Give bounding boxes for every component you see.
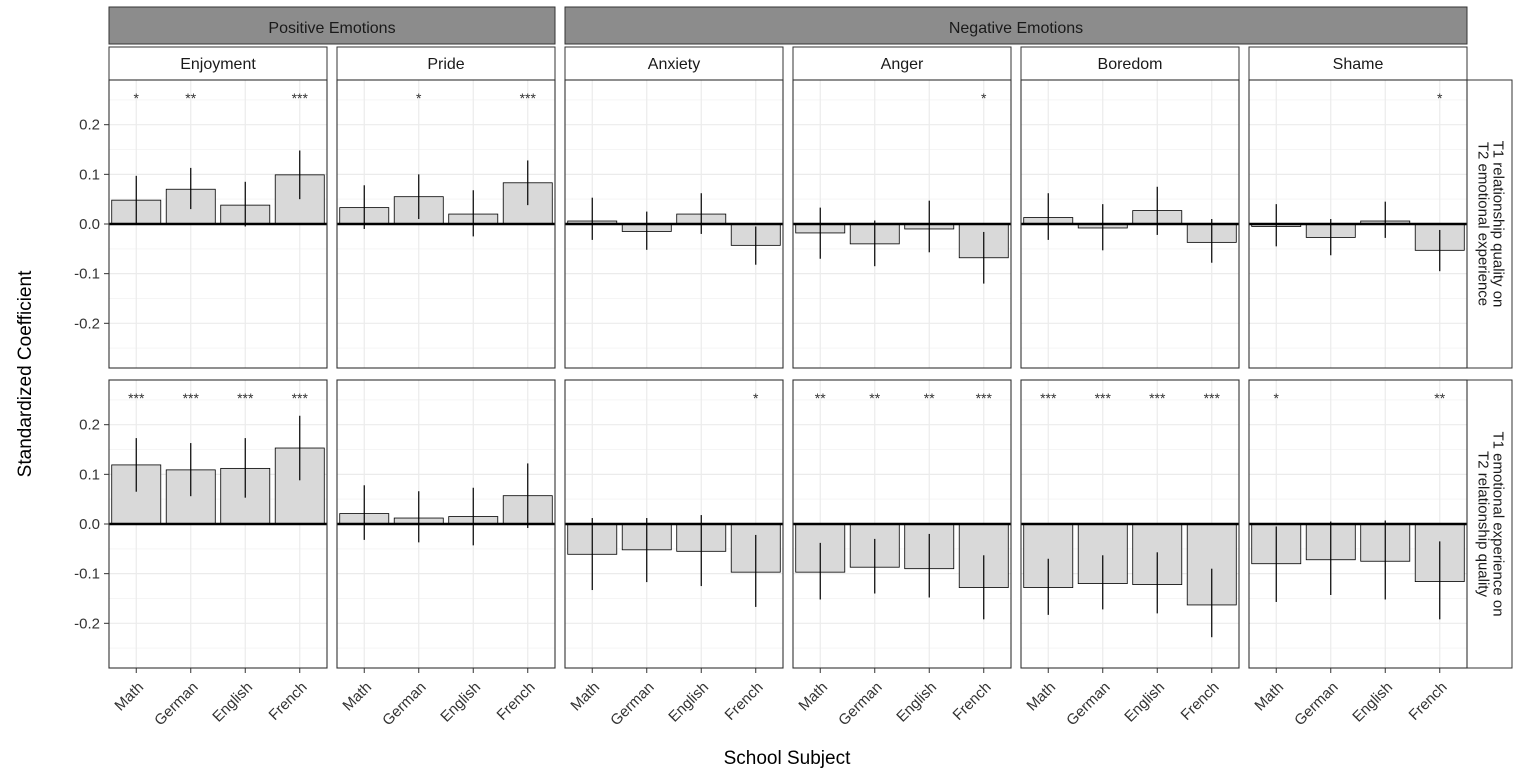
significance-label: **	[869, 390, 880, 406]
y-tick-label: -0.2	[74, 315, 100, 332]
x-tick-label: Math	[339, 679, 375, 715]
group-strip-label: Negative Emotions	[949, 20, 1083, 37]
x-tick-label: French	[266, 679, 311, 724]
row-strip-label-line: T2 relationship quality	[1475, 451, 1492, 597]
significance-label: ***	[292, 90, 309, 106]
significance-label: *	[416, 90, 422, 106]
significance-label: ***	[1149, 390, 1166, 406]
row-strip	[1466, 79, 1513, 369]
significance-label: *	[1274, 390, 1280, 406]
y-tick-label: 0.0	[79, 516, 100, 533]
facet-strip-label: Shame	[1333, 56, 1384, 73]
facet-strip	[1020, 46, 1240, 81]
y-tick-label: 0.0	[79, 216, 100, 233]
x-tick-label: English	[665, 679, 712, 726]
x-tick-label: Math	[111, 679, 147, 715]
group-strip	[108, 6, 556, 45]
x-tick-label: Math	[1023, 679, 1059, 715]
x-tick-label: English	[437, 679, 484, 726]
facet-strip	[792, 46, 1012, 81]
y-tick-label: 0.2	[79, 417, 100, 434]
group-strip	[564, 6, 1468, 45]
x-tick-label: English	[893, 679, 940, 726]
x-tick-label: English	[1121, 679, 1168, 726]
x-tick-label: German	[1063, 679, 1113, 729]
panel-border	[1248, 379, 1468, 669]
y-tick-label: 0.1	[79, 166, 100, 183]
significance-label: **	[185, 90, 196, 106]
significance-label: *	[1437, 90, 1443, 106]
x-tick-label: English	[209, 679, 256, 726]
facet-strip	[564, 46, 784, 81]
significance-label: ***	[520, 90, 537, 106]
panel-border	[564, 79, 784, 369]
facet-strip-label: Anxiety	[648, 56, 700, 73]
significance-label: **	[1434, 390, 1445, 406]
facet-strip-label: Enjoyment	[180, 56, 256, 73]
x-tick-label: Math	[567, 679, 603, 715]
facet-strip-label: Pride	[427, 56, 464, 73]
panel-border	[792, 379, 1012, 669]
x-tick-label: English	[1349, 679, 1396, 726]
panel-border	[1020, 79, 1240, 369]
facet-strip	[1248, 46, 1468, 81]
panel-border	[1248, 79, 1468, 369]
row-strip-label-line: T1 emotional experience on	[1490, 431, 1507, 616]
x-tick-label: French	[494, 679, 539, 724]
x-tick-label: Math	[1251, 679, 1287, 715]
significance-label: **	[924, 390, 935, 406]
group-strip-label: Positive Emotions	[268, 20, 395, 37]
y-tick-label: -0.2	[74, 615, 100, 632]
significance-label: *	[134, 90, 140, 106]
x-axis-title: School Subject	[724, 748, 851, 769]
x-tick-label: German	[379, 679, 429, 729]
x-tick-label: Math	[795, 679, 831, 715]
x-tick-label: German	[607, 679, 657, 729]
significance-label: ***	[976, 390, 993, 406]
y-tick-label: 0.1	[79, 466, 100, 483]
significance-label: ***	[1204, 390, 1221, 406]
significance-label: *	[753, 390, 759, 406]
significance-label: ***	[292, 390, 309, 406]
y-tick-label: -0.1	[74, 266, 100, 283]
x-tick-label: German	[835, 679, 885, 729]
x-tick-label: German	[1291, 679, 1341, 729]
significance-label: *	[981, 90, 987, 106]
row-strip-label-line: T2 emotional experience	[1475, 142, 1492, 306]
significance-label: **	[815, 390, 826, 406]
frame-layer	[104, 6, 1513, 673]
panel-border	[564, 379, 784, 669]
panel-border	[336, 379, 556, 669]
x-tick-label: French	[950, 679, 995, 724]
facet-strip-label: Boredom	[1098, 56, 1163, 73]
significance-label: ***	[1040, 390, 1057, 406]
x-tick-label: German	[151, 679, 201, 729]
panel-border	[792, 79, 1012, 369]
grid-layer	[109, 80, 1467, 668]
significance-label: ***	[128, 390, 145, 406]
x-tick-label: French	[1178, 679, 1223, 724]
bars-layer	[109, 150, 1467, 638]
x-tick-label: French	[722, 679, 767, 724]
panel-border	[1020, 379, 1240, 669]
y-tick-label: -0.1	[74, 566, 100, 583]
panel-border	[336, 79, 556, 369]
row-strip-label-line: T1 relationship quality on	[1490, 141, 1507, 308]
x-tick-label: French	[1406, 679, 1451, 724]
y-axis-title: Standardized Coefficient	[15, 270, 36, 477]
y-tick-label: 0.2	[79, 117, 100, 134]
facet-strip-label: Anger	[881, 56, 924, 73]
significance-label: ***	[183, 390, 200, 406]
significance-label: ***	[1095, 390, 1112, 406]
significance-label: ***	[237, 390, 254, 406]
row-strip	[1466, 379, 1513, 669]
